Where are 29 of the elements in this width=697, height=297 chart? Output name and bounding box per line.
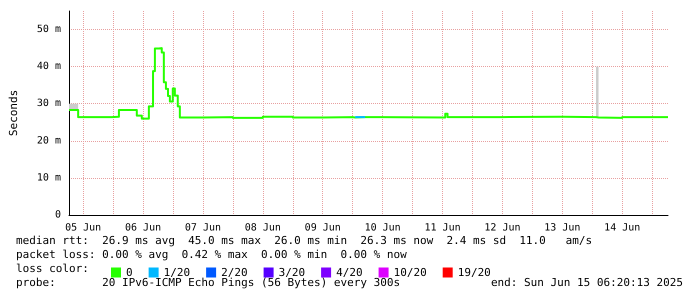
- x-tick-label: 10 Jun: [364, 222, 401, 234]
- y-tick-label: 0: [54, 210, 61, 220]
- text: end: Sun Jun 15 06:20:13 2025: [490, 276, 683, 290]
- legend-label: 3/20: [278, 266, 306, 279]
- x-tick-label: 05 Jun: [65, 222, 102, 234]
- x-tick-label: 09 Jun: [304, 222, 341, 234]
- x-tick-label: 07 Jun: [184, 222, 222, 234]
- legend-label: 19/20: [458, 266, 491, 279]
- legend-label: 0: [126, 266, 133, 279]
- text: loss color:: [16, 262, 89, 276]
- legend-label: 10/20: [394, 266, 427, 279]
- y-axis-title: Seconds: [7, 90, 20, 136]
- legend-label: 4/20: [336, 266, 363, 279]
- y-tick-label: 30 m: [36, 98, 61, 110]
- legend-label: 1/20: [164, 266, 190, 279]
- y-tick-label: 10 m: [36, 172, 61, 184]
- x-tick-label: 08 Jun: [244, 222, 281, 234]
- x-tick-label: 11 Jun: [424, 222, 461, 234]
- text: median rtt: 26.9 ms avg 45.0 ms max 26.0 ms min 26.3 ms now 2.4 ms sd 11.0 am/s: [16, 234, 592, 248]
- legend-label: 2/20: [221, 266, 248, 279]
- x-tick-label: 06 Jun: [124, 222, 162, 234]
- x-tick-label: 12 Jun: [484, 222, 521, 234]
- text: packet loss: 0.00 % avg 0.42 % max 0.00 % min 0.00 % now: [16, 248, 407, 262]
- y-tick-label: 40 m: [36, 61, 61, 72]
- y-tick-label: 20 m: [36, 135, 61, 146]
- x-tick-label: 13 Jun: [544, 222, 580, 234]
- y-tick-label: 50 m: [36, 24, 61, 36]
- x-tick-label: 14 Jun: [604, 222, 640, 234]
- text: probe: 20 IPv6-ICMP Echo Pings (56 Bytes) every 300s: [16, 276, 400, 290]
